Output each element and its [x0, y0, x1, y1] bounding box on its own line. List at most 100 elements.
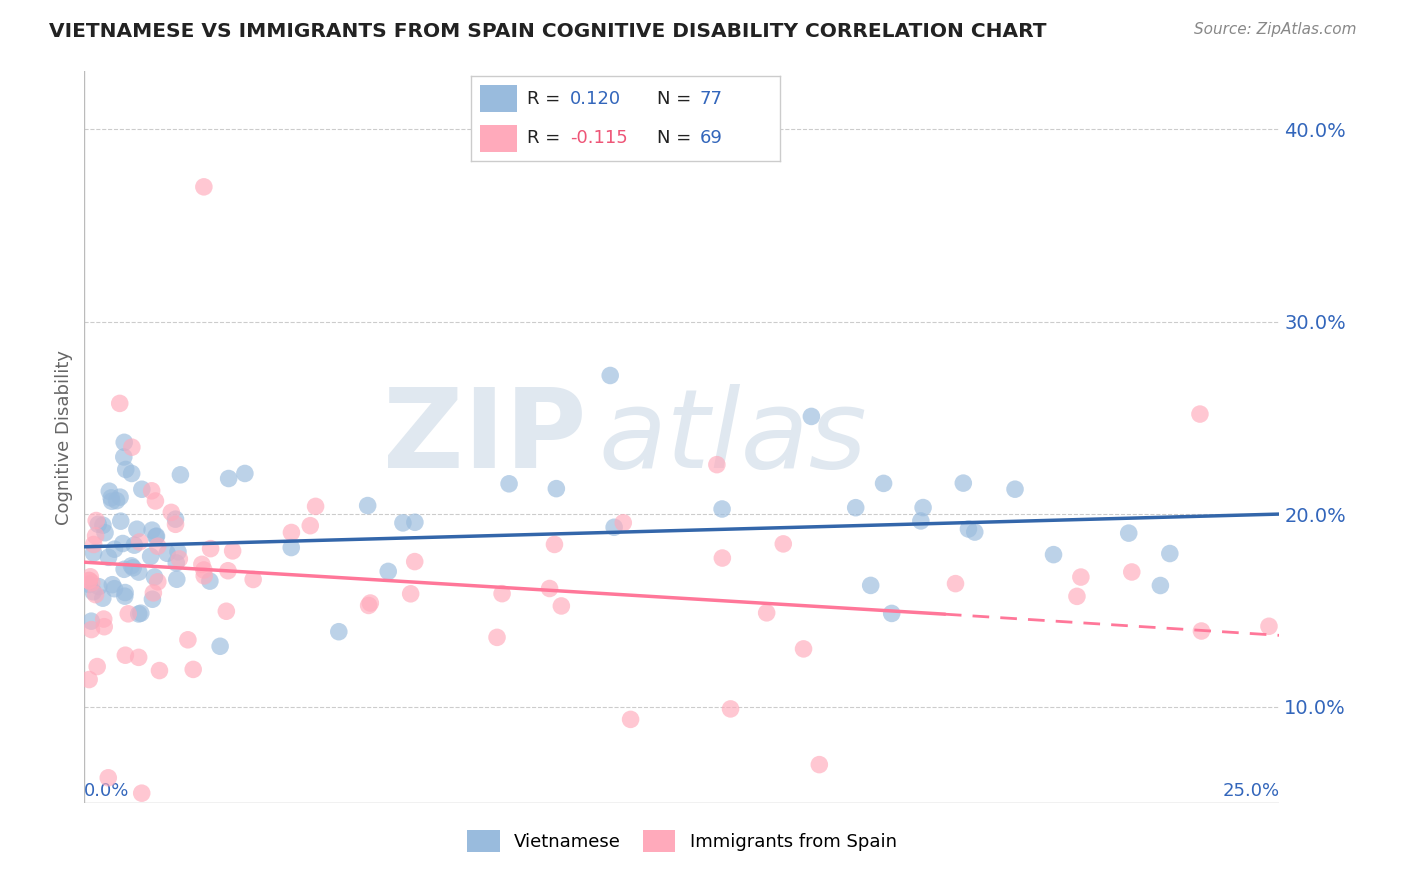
Point	[131, 482, 153, 496]
Point	[83, 546, 105, 560]
Point	[304, 500, 326, 514]
Point	[486, 631, 509, 645]
Point	[1149, 578, 1171, 592]
Point	[105, 493, 128, 508]
Text: VIETNAMESE VS IMMIGRANTS FROM SPAIN COGNITIVE DISABILITY CORRELATION CHART: VIETNAMESE VS IMMIGRANTS FROM SPAIN COGN…	[49, 22, 1046, 41]
Point	[112, 450, 135, 464]
Point	[169, 467, 191, 482]
Point	[98, 484, 121, 499]
Point	[87, 580, 110, 594]
Point	[550, 599, 572, 613]
Point	[117, 607, 139, 621]
Point	[209, 640, 232, 654]
Point	[546, 482, 568, 496]
Point	[538, 582, 561, 596]
Text: Source: ZipAtlas.com: Source: ZipAtlas.com	[1194, 22, 1357, 37]
Point	[145, 529, 167, 543]
Point	[114, 462, 136, 476]
Point	[131, 786, 153, 800]
Point	[377, 565, 399, 579]
Point	[1258, 619, 1281, 633]
Point	[619, 712, 641, 726]
Point	[772, 537, 794, 551]
Point	[191, 558, 214, 572]
Point	[755, 606, 778, 620]
Point	[910, 514, 932, 528]
Point	[543, 537, 565, 551]
Point	[80, 623, 103, 637]
Point	[359, 596, 381, 610]
Point	[952, 476, 974, 491]
Point	[108, 396, 131, 410]
Point	[599, 368, 621, 383]
Text: 0.120: 0.120	[569, 90, 621, 108]
Point	[1159, 547, 1181, 561]
Point	[77, 574, 100, 588]
Point	[1191, 624, 1213, 638]
Point	[111, 536, 134, 550]
Point	[84, 514, 107, 528]
Point	[141, 523, 163, 537]
Point	[87, 517, 110, 532]
Point	[100, 494, 122, 508]
Point	[124, 538, 146, 552]
Point	[165, 517, 187, 532]
Point	[963, 524, 986, 539]
Y-axis label: Cognitive Disability: Cognitive Disability	[55, 350, 73, 524]
Text: 25.0%: 25.0%	[1222, 782, 1279, 800]
Point	[193, 563, 215, 577]
Point	[94, 525, 117, 540]
Point	[859, 578, 882, 592]
Point	[120, 558, 142, 573]
Point	[706, 458, 728, 472]
Point	[198, 574, 221, 588]
Point	[128, 650, 150, 665]
Point	[280, 525, 302, 540]
Point	[141, 592, 163, 607]
Point	[79, 570, 101, 584]
Point	[80, 614, 103, 628]
Point	[114, 585, 136, 599]
Point	[114, 589, 136, 603]
Text: -0.115: -0.115	[569, 128, 627, 146]
Point	[404, 516, 426, 530]
Point	[1121, 565, 1143, 579]
Point	[139, 549, 162, 564]
Point	[845, 500, 868, 515]
Text: N =: N =	[657, 128, 696, 146]
Point	[83, 537, 105, 551]
Point	[77, 673, 100, 687]
Point	[218, 471, 240, 485]
Point	[112, 435, 135, 450]
Point	[142, 586, 165, 600]
Legend: Vietnamese, Immigrants from Spain: Vietnamese, Immigrants from Spain	[460, 823, 904, 860]
Point	[97, 550, 120, 565]
Point	[80, 575, 103, 590]
Point	[125, 522, 148, 536]
Point	[145, 494, 167, 508]
Point	[121, 467, 143, 481]
Point	[128, 565, 150, 579]
Text: R =: R =	[527, 128, 565, 146]
Point	[101, 577, 124, 591]
Point	[100, 491, 122, 505]
Point	[945, 576, 967, 591]
Point	[711, 551, 734, 566]
Point	[720, 702, 742, 716]
Text: 0.0%: 0.0%	[84, 782, 129, 800]
Point	[77, 577, 100, 591]
Point	[357, 599, 380, 613]
Point	[193, 179, 215, 194]
Point	[1118, 526, 1140, 541]
Point	[167, 545, 190, 559]
Point	[122, 561, 145, 575]
Point	[114, 648, 136, 663]
Point	[808, 757, 831, 772]
Point	[357, 499, 380, 513]
Point	[165, 512, 187, 526]
Point	[103, 542, 125, 557]
Point	[86, 659, 108, 673]
Point	[93, 620, 115, 634]
Point	[215, 604, 238, 618]
Point	[169, 552, 191, 566]
